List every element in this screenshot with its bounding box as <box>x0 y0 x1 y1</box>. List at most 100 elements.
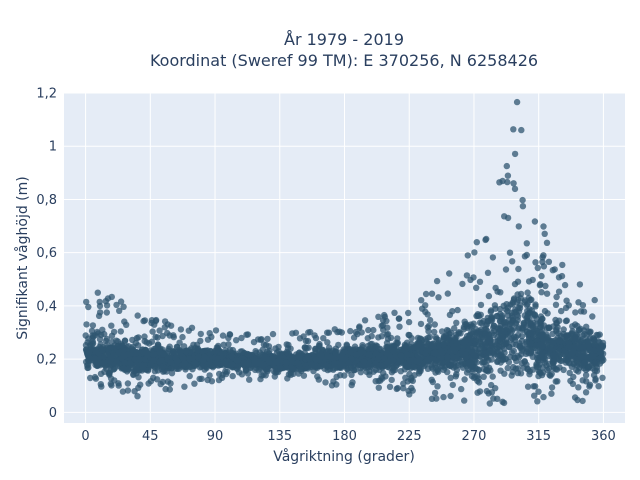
data-point <box>381 355 388 362</box>
data-point <box>389 357 397 364</box>
data-point <box>422 338 430 345</box>
x-tick-label: 45 <box>142 429 159 444</box>
data-point <box>165 347 172 354</box>
data-point <box>497 289 504 296</box>
x-tick-label: 180 <box>332 429 357 444</box>
data-point <box>167 380 174 387</box>
data-point <box>87 374 94 382</box>
data-point <box>466 344 474 351</box>
data-point <box>504 312 512 319</box>
data-point <box>576 281 584 288</box>
data-point <box>169 348 177 355</box>
data-point <box>510 180 517 187</box>
data-point <box>400 380 407 387</box>
data-point <box>437 347 445 354</box>
data-point <box>401 341 409 348</box>
data-point <box>589 352 597 359</box>
data-point <box>544 366 551 374</box>
data-point <box>406 370 413 378</box>
data-point <box>599 374 606 381</box>
data-point <box>188 324 196 331</box>
data-point <box>570 373 577 381</box>
data-point <box>504 172 512 179</box>
data-point <box>478 350 485 357</box>
data-point <box>528 307 535 314</box>
data-point <box>489 254 497 261</box>
data-point <box>341 372 348 379</box>
data-point <box>277 365 284 373</box>
data-point <box>461 397 468 404</box>
data-point <box>220 341 227 348</box>
data-point <box>504 364 511 372</box>
data-point <box>379 317 387 324</box>
data-point <box>402 361 410 369</box>
data-point <box>244 370 252 377</box>
data-point <box>85 361 92 368</box>
data-point <box>140 317 147 325</box>
data-point <box>533 320 541 327</box>
data-point <box>543 239 551 246</box>
data-point <box>254 336 262 343</box>
data-point <box>190 341 197 348</box>
data-point <box>348 371 355 378</box>
data-point <box>552 301 560 308</box>
data-point <box>582 372 590 379</box>
data-point <box>347 327 354 335</box>
y-tick-label: 1,2 <box>36 87 57 102</box>
data-point <box>107 344 115 351</box>
data-point <box>524 383 532 390</box>
data-point <box>133 365 140 372</box>
data-point <box>549 267 556 274</box>
data-point <box>356 324 363 331</box>
data-point <box>130 371 137 379</box>
data-point <box>86 354 93 362</box>
data-point <box>489 373 496 380</box>
data-point <box>414 352 422 359</box>
data-point <box>511 336 518 343</box>
data-point <box>497 326 505 334</box>
data-point <box>305 354 312 362</box>
data-point <box>540 356 547 364</box>
data-point <box>366 371 373 379</box>
data-point <box>511 185 519 193</box>
data-point <box>317 363 324 370</box>
data-point <box>497 367 504 374</box>
data-point <box>541 307 549 315</box>
data-point <box>312 356 319 363</box>
data-point <box>94 289 102 296</box>
data-point <box>524 331 531 338</box>
data-point <box>435 368 442 375</box>
x-tick-labels: 0 45 90 135 180 225 270 315 360 <box>81 429 615 444</box>
data-point <box>83 321 90 328</box>
data-point <box>532 259 539 266</box>
x-tick-label: 225 <box>397 429 422 444</box>
data-point <box>101 359 108 366</box>
data-point <box>440 393 447 401</box>
data-point <box>426 333 434 341</box>
data-point <box>117 328 125 335</box>
data-point <box>515 324 523 331</box>
data-point <box>467 321 474 328</box>
data-point <box>98 346 106 354</box>
data-point <box>486 400 493 407</box>
data-point <box>136 356 143 363</box>
data-point <box>431 349 439 357</box>
data-point <box>561 281 569 289</box>
data-point <box>473 284 480 291</box>
data-point <box>269 330 277 338</box>
data-point <box>496 343 503 350</box>
x-tick-label: 315 <box>526 429 551 444</box>
data-point <box>333 373 340 381</box>
data-point <box>409 387 416 394</box>
data-point <box>471 364 478 371</box>
data-point <box>324 352 331 360</box>
data-point <box>474 312 481 319</box>
data-point <box>433 277 441 285</box>
data-point <box>417 320 425 328</box>
data-point <box>542 282 549 290</box>
data-point <box>107 354 115 361</box>
y-tick-label: 0,2 <box>36 353 57 368</box>
data-point <box>357 349 364 356</box>
data-point <box>383 349 391 357</box>
data-point <box>420 343 427 351</box>
